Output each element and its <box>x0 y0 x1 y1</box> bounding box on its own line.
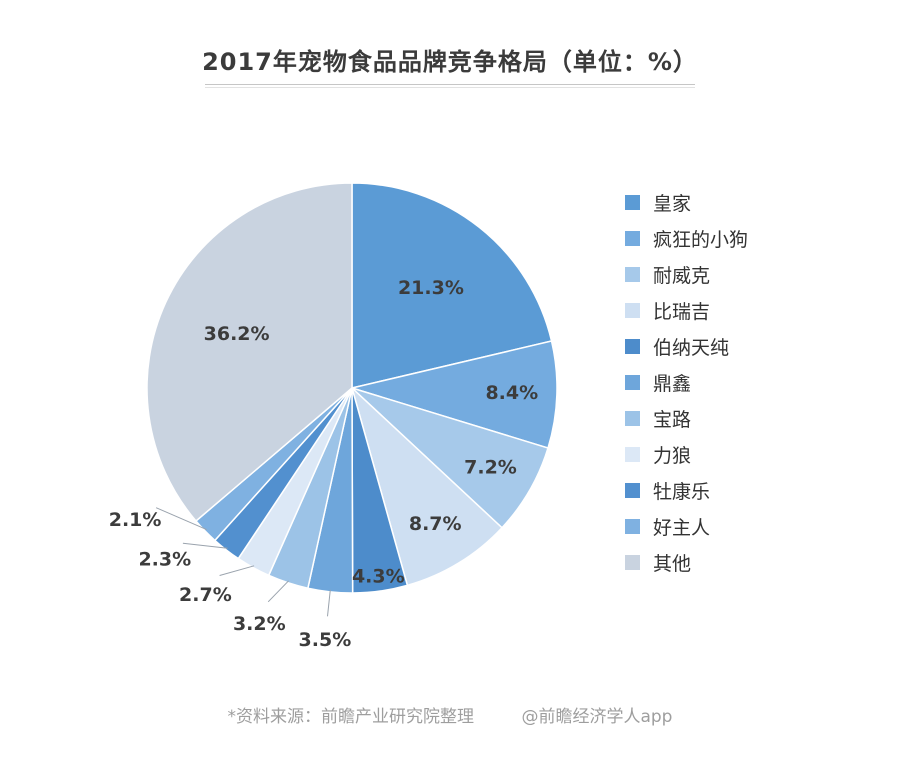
leader-line <box>219 565 255 576</box>
legend-swatch <box>625 410 640 426</box>
slice-label: 3.5% <box>299 629 352 651</box>
legend-swatch <box>625 230 640 246</box>
slice-label: 8.7% <box>409 513 462 535</box>
slice-label: 4.3% <box>352 565 405 587</box>
legend-label: 好主人 <box>653 516 711 539</box>
legend-swatch <box>625 554 640 570</box>
pie-slice-10 <box>146 182 353 523</box>
leader-line <box>155 507 207 531</box>
legend-swatch <box>625 374 640 390</box>
legend-item: 比瑞吉 <box>625 292 748 328</box>
legend-item: 力狼 <box>625 436 748 472</box>
legend-label: 其他 <box>653 552 692 575</box>
leader-line <box>327 589 331 617</box>
footer: *资料来源：前瞻产业研究院整理 @前瞻经济学人app <box>0 702 900 727</box>
legend-label: 比瑞吉 <box>653 300 711 323</box>
legend-swatch <box>625 482 640 498</box>
legend-swatch <box>625 338 640 354</box>
credit-note: @前瞻经济学人app <box>521 707 673 727</box>
slice-label: 21.3% <box>398 277 464 299</box>
pie-slice-0 <box>351 182 553 389</box>
legend-item: 伯纳天纯 <box>625 328 748 364</box>
legend-item: 鼎鑫 <box>625 364 748 400</box>
legend-label: 伯纳天纯 <box>653 336 730 359</box>
legend-item: 其他 <box>625 544 748 580</box>
pie-slice-1 <box>349 340 558 449</box>
title-divider <box>205 84 695 88</box>
chart-title: 2017年宠物食品品牌竞争格局（单位：%） <box>202 48 698 76</box>
legend-item: 宝路 <box>625 400 748 436</box>
legend-item: 牡康乐 <box>625 472 748 508</box>
legend-label: 疯狂的小狗 <box>653 228 749 251</box>
slice-label: 2.7% <box>179 584 232 606</box>
legend-swatch <box>625 446 640 462</box>
slice-label: 3.2% <box>233 613 286 635</box>
legend: 皇家疯狂的小狗耐威克比瑞吉伯纳天纯鼎鑫宝路力狼牡康乐好主人其他 <box>625 184 748 580</box>
legend-label: 皇家 <box>653 192 692 215</box>
legend-swatch <box>625 302 640 318</box>
pie-chart: 21.3% 8.4% 7.2% 8.7% 4.3% 3.5% 3.2%2.7% 2.3% 2.1… <box>109 182 558 651</box>
legend-swatch <box>625 194 640 210</box>
legend-item: 耐威克 <box>625 256 748 292</box>
leader-line <box>267 580 289 603</box>
leader-line <box>182 542 228 549</box>
slice-label: 36.2% <box>204 323 270 345</box>
legend-label: 力狼 <box>653 444 692 467</box>
legend-label: 耐威克 <box>653 264 711 287</box>
slice-label: 7.2% <box>464 456 517 478</box>
slice-label: 2.3% <box>138 548 191 570</box>
source-note: *资料来源：前瞻产业研究院整理 <box>227 707 475 727</box>
legend-swatch <box>625 518 640 534</box>
legend-item: 好主人 <box>625 508 748 544</box>
legend-label: 牡康乐 <box>653 480 711 503</box>
slice-label: 8.4% <box>485 382 538 404</box>
legend-item: 疯狂的小狗 <box>625 220 748 256</box>
legend-swatch <box>625 266 640 282</box>
legend-label: 宝路 <box>653 408 692 431</box>
legend-item: 皇家 <box>625 184 748 220</box>
pie-slice-3 <box>350 385 504 587</box>
legend-label: 鼎鑫 <box>653 372 692 395</box>
slice-label: 2.1% <box>109 509 162 531</box>
